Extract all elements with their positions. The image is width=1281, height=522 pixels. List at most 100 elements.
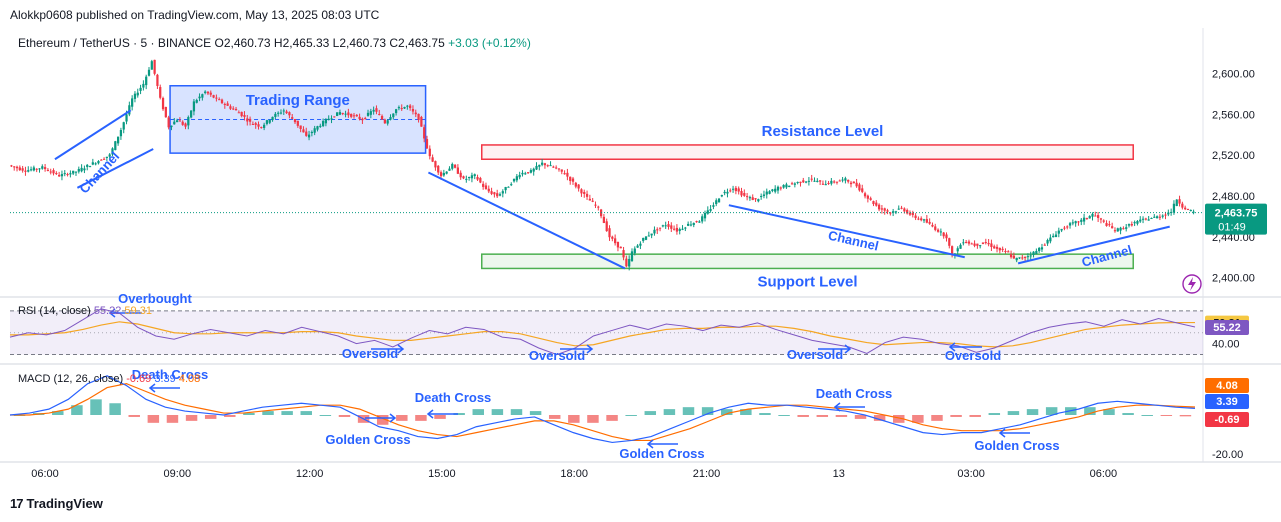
trend-line bbox=[728, 204, 965, 259]
candle-body bbox=[970, 243, 973, 245]
candle-body bbox=[569, 176, 572, 181]
time-tick-label: 15:00 bbox=[428, 468, 456, 480]
candle bbox=[1082, 213, 1086, 225]
candle bbox=[1015, 257, 1018, 263]
candle-body bbox=[692, 223, 695, 226]
alert-lightning-icon bbox=[1188, 277, 1196, 291]
candle bbox=[161, 96, 165, 111]
candle bbox=[569, 176, 572, 185]
channel-label: Channel bbox=[827, 228, 880, 254]
candle-body bbox=[1111, 226, 1114, 229]
candle-body bbox=[793, 183, 796, 185]
candle bbox=[364, 116, 367, 120]
candle bbox=[1189, 209, 1192, 212]
macd-histogram-bar bbox=[1160, 415, 1173, 416]
candle-body bbox=[883, 208, 886, 211]
candle-body bbox=[799, 181, 802, 183]
candle bbox=[1158, 214, 1162, 221]
candle bbox=[243, 111, 246, 121]
macd-histogram-bar bbox=[912, 415, 924, 423]
candle bbox=[274, 111, 277, 120]
candle-body bbox=[338, 112, 342, 115]
candle-body bbox=[720, 195, 723, 197]
candle bbox=[939, 228, 942, 236]
signal-badge-label: 4.08 bbox=[1216, 380, 1237, 392]
alert-lightning-icon bbox=[1182, 274, 1202, 294]
candle-body bbox=[1012, 255, 1016, 259]
macd-annotation-label: Death Cross bbox=[132, 367, 209, 382]
candle bbox=[52, 168, 55, 176]
candle bbox=[524, 171, 527, 175]
candle-body bbox=[83, 168, 86, 171]
candle bbox=[223, 102, 226, 109]
candle bbox=[605, 218, 608, 232]
candle bbox=[866, 194, 869, 203]
macd-histogram-bar bbox=[1026, 409, 1039, 415]
candle bbox=[97, 160, 100, 165]
candle bbox=[145, 74, 148, 90]
candle-body bbox=[628, 259, 631, 267]
candle bbox=[936, 228, 940, 233]
candle bbox=[291, 113, 294, 120]
candle-body bbox=[869, 198, 872, 200]
candle bbox=[636, 244, 639, 248]
candle-body bbox=[324, 119, 328, 124]
macd-badge-label: 3.39 bbox=[1216, 396, 1237, 408]
candle bbox=[1122, 226, 1125, 230]
candle bbox=[150, 59, 153, 70]
candle-body bbox=[560, 169, 563, 172]
candle bbox=[869, 196, 872, 201]
candle bbox=[1116, 227, 1119, 232]
candle-body bbox=[178, 120, 182, 122]
candle-body bbox=[807, 180, 811, 182]
candle bbox=[392, 113, 395, 120]
candle-body bbox=[411, 109, 415, 112]
macd-histogram-bar bbox=[1045, 407, 1058, 415]
signal-value: 4.08 bbox=[178, 373, 201, 385]
candle-body bbox=[734, 187, 738, 192]
candle bbox=[1181, 201, 1184, 210]
candle bbox=[229, 104, 232, 111]
macd-histogram-bar bbox=[510, 409, 523, 415]
macd-histogram-bar bbox=[319, 415, 332, 416]
candle-body bbox=[86, 164, 89, 167]
candle-body bbox=[285, 111, 288, 114]
candle bbox=[639, 241, 642, 250]
candle bbox=[307, 130, 311, 141]
candle-body bbox=[1184, 207, 1187, 210]
candle-body bbox=[939, 231, 942, 233]
rsi-annotation-label: Oversold bbox=[787, 347, 843, 362]
macd-value: 3.39 bbox=[154, 373, 176, 385]
candle bbox=[920, 216, 923, 222]
candle-body bbox=[10, 165, 13, 167]
candle bbox=[282, 108, 285, 115]
candle-body bbox=[779, 187, 782, 189]
candle-body bbox=[442, 172, 445, 176]
candle-body bbox=[1035, 250, 1038, 255]
candle-body bbox=[1071, 222, 1074, 224]
candle bbox=[321, 118, 325, 128]
candle bbox=[296, 120, 299, 128]
candle bbox=[549, 161, 552, 167]
candle bbox=[967, 239, 971, 246]
candle-body bbox=[810, 178, 813, 180]
candle-body bbox=[1046, 240, 1049, 244]
macd-histogram-bar bbox=[931, 415, 943, 421]
candle-body bbox=[496, 193, 499, 197]
candle bbox=[94, 162, 97, 166]
candle-body bbox=[591, 200, 594, 202]
candle-body bbox=[305, 131, 308, 136]
annotation-arrow-icon bbox=[148, 383, 156, 393]
candle-body bbox=[510, 184, 513, 186]
candle-body bbox=[164, 107, 167, 118]
candle bbox=[580, 188, 583, 197]
candle-body bbox=[341, 113, 344, 115]
candle-body bbox=[639, 243, 642, 246]
candle-body bbox=[580, 189, 583, 194]
candle bbox=[1127, 223, 1131, 228]
candle-body bbox=[998, 247, 1001, 251]
macd-histogram-bar bbox=[453, 413, 465, 415]
candle bbox=[1119, 226, 1122, 235]
candle-body bbox=[24, 170, 27, 172]
candle bbox=[855, 178, 858, 188]
